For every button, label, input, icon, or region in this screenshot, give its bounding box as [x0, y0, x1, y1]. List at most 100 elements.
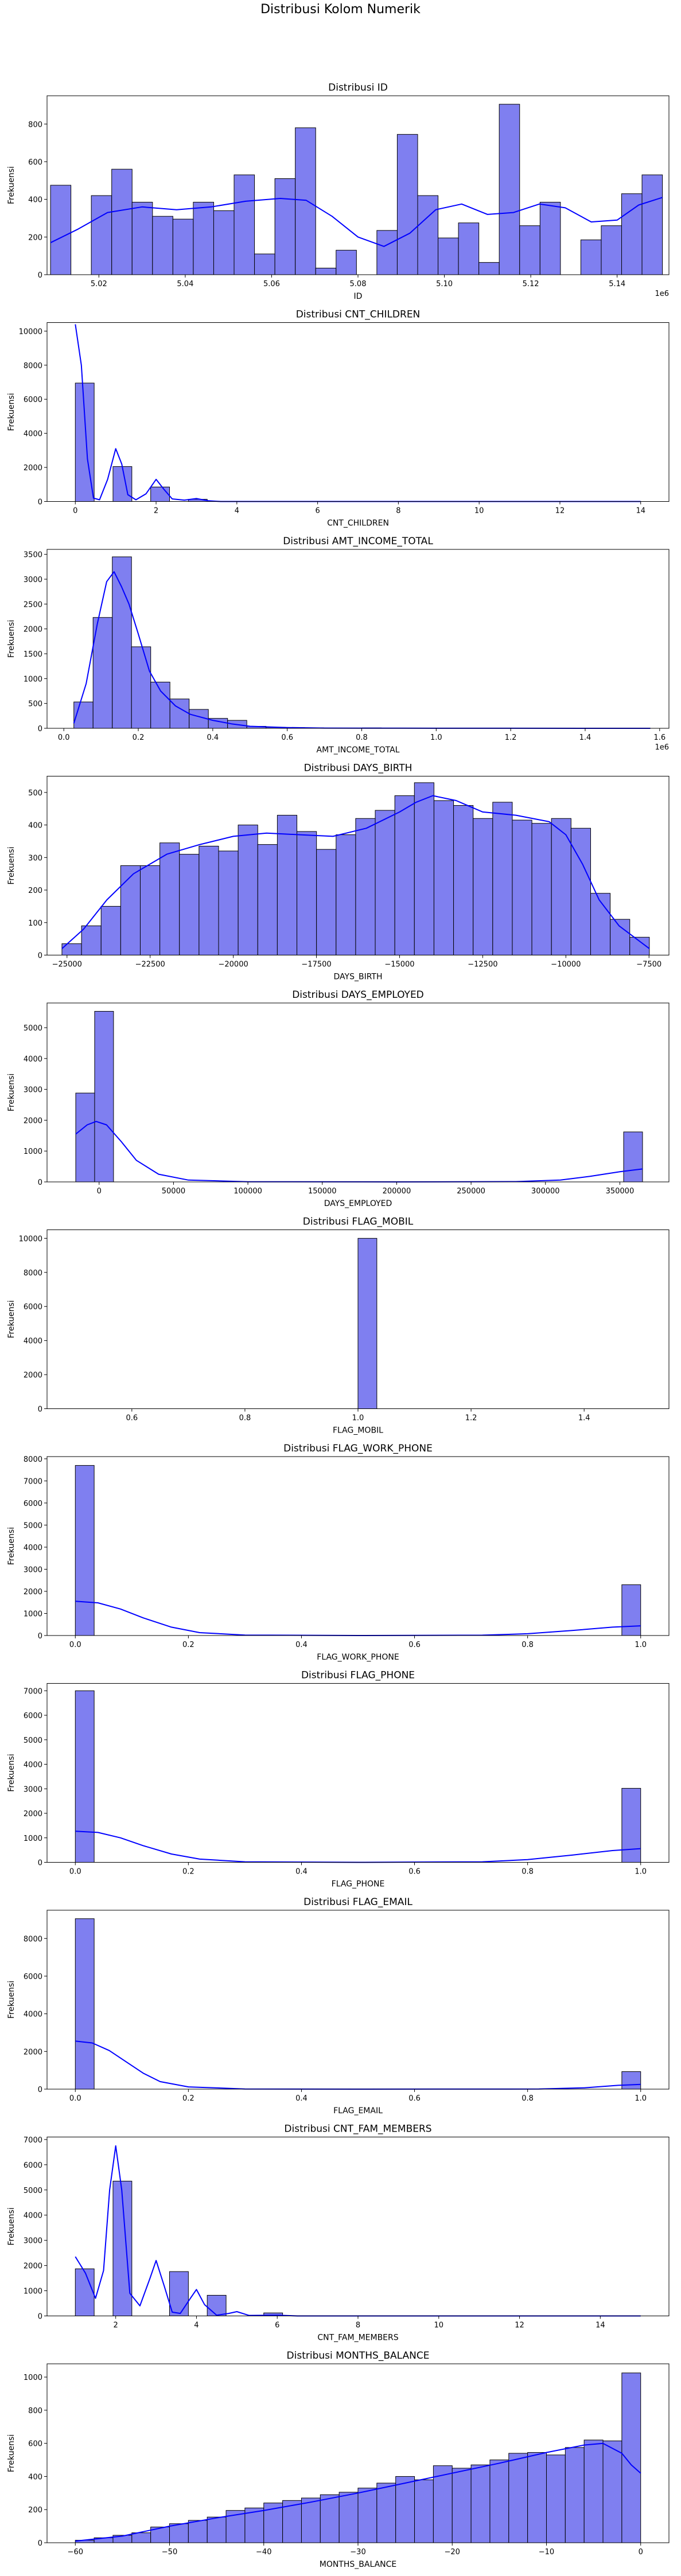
y-axis-label: Frekuensi — [7, 620, 16, 658]
histogram-bar — [473, 818, 493, 956]
histogram-bar — [621, 2071, 641, 2090]
histogram-bar — [375, 810, 395, 955]
y-tick-label: 2000 — [24, 2262, 42, 2271]
y-tick-label: 2000 — [24, 1588, 42, 1597]
histogram-bar — [315, 268, 337, 275]
histogram-bar — [320, 2494, 340, 2543]
y-tick-label: 2000 — [24, 1810, 42, 1818]
histogram-bar — [75, 1918, 95, 2090]
x-tick-label: 4 — [194, 2321, 199, 2330]
histogram-bar — [100, 905, 121, 955]
y-tick-label: 300 — [28, 854, 42, 862]
histogram-bar — [414, 2479, 434, 2543]
histogram-bar — [539, 202, 561, 275]
x-tick-label: −7500 — [636, 961, 661, 969]
y-tick-label: 10000 — [19, 1235, 42, 1243]
histogram-bar — [81, 925, 102, 955]
x-tick-label: −15000 — [384, 961, 414, 969]
x-axis-label: FLAG_MOBIL — [333, 1426, 383, 1435]
y-tick-label: 8000 — [24, 362, 42, 370]
histogram-bar — [621, 2372, 641, 2543]
y-tick-label: 3000 — [24, 1086, 42, 1095]
kde-line — [75, 2145, 641, 2317]
x-tick-label: −30 — [350, 2548, 365, 2557]
x-tick-label: 150000 — [308, 1187, 337, 1196]
y-tick-label: 0 — [38, 1406, 42, 1414]
y-tick-label: 4000 — [24, 2212, 42, 2220]
x-tick-label: 0.8 — [522, 1868, 534, 1876]
y-axis-label: Frekuensi — [7, 1981, 16, 2019]
chart-title: Distribusi CNT_FAM_MEMBERS — [284, 2124, 431, 2135]
histogram-bar — [131, 2532, 151, 2543]
histogram-bar — [489, 2460, 509, 2543]
histogram-bar — [546, 2454, 566, 2543]
y-tick-label: 6000 — [24, 1973, 42, 1981]
x-tick-label: 200000 — [383, 1187, 411, 1196]
y-tick-label: 5000 — [24, 1736, 42, 1745]
y-tick-label: 2000 — [24, 464, 42, 473]
x-tick-label: 0.6 — [281, 733, 293, 742]
chart-title: Distribusi FLAG_WORK_PHONE — [283, 1443, 433, 1454]
x-tick-label: 1.0 — [635, 1868, 647, 1876]
chart-title: Distribusi DAYS_EMPLOYED — [292, 989, 424, 1001]
y-tick-label: 400 — [28, 196, 42, 205]
y-tick-label: 6000 — [24, 1712, 42, 1720]
histogram-bar — [254, 253, 275, 275]
histogram-bar — [75, 1465, 95, 1636]
x-tick-label: 10 — [474, 507, 484, 516]
histogram-bar — [179, 854, 200, 956]
histogram-bar — [602, 2440, 622, 2543]
histogram-bar — [199, 845, 219, 955]
y-tick-label: 800 — [28, 2407, 42, 2415]
axes-frame — [46, 1910, 670, 2090]
x-axis-label: CNT_FAM_MEMBERS — [317, 2333, 398, 2343]
histogram-bar — [338, 2492, 359, 2543]
histogram-bar — [580, 239, 602, 275]
axes-frame — [46, 1683, 670, 1863]
chart-panel: Distribusi AMT_INCOME_TOTAL 0.0 0.2 0.4 0.6 0… — [7, 536, 670, 755]
histogram-bar — [583, 2440, 604, 2543]
x-tick-label: 0.8 — [239, 1414, 251, 1423]
y-tick-label: 4000 — [24, 1544, 42, 1552]
x-tick-label: 0.0 — [58, 733, 70, 742]
histogram-bar — [458, 223, 480, 275]
histogram-bar — [527, 2452, 547, 2543]
figure-title: Distribusi Kolom Numerik — [260, 2, 421, 17]
y-tick-label: 8000 — [24, 1455, 42, 1464]
axes-frame — [46, 1456, 670, 1636]
histogram-bar — [470, 2464, 491, 2543]
histogram-bar — [394, 795, 415, 955]
x-tick-label: −12500 — [468, 961, 497, 969]
x-tick-label: 1.2 — [505, 733, 517, 742]
histogram-bar — [150, 681, 170, 729]
x-axis-label: MONTHS_BALANCE — [320, 2560, 397, 2569]
y-axis-label: Frekuensi — [7, 1300, 16, 1338]
chart-title: Distribusi CNT_CHILDREN — [296, 309, 421, 321]
y-tick-label: 1500 — [24, 650, 42, 659]
x-tick-label: 2 — [114, 2321, 118, 2330]
histogram-bar — [438, 237, 459, 275]
y-tick-label: 2000 — [24, 2048, 42, 2056]
chart-title: Distribusi DAYS_BIRTH — [304, 763, 413, 774]
histogram-bar — [357, 1238, 378, 1410]
y-tick-label: 2500 — [24, 600, 42, 609]
x-tick-label: 0.4 — [295, 2094, 308, 2103]
y-tick-label: 2000 — [24, 626, 42, 634]
histogram-bar — [94, 1011, 114, 1182]
kde-line — [75, 1121, 643, 1182]
y-tick-label: 0 — [38, 725, 42, 733]
y-tick-label: 3000 — [24, 2237, 42, 2246]
histogram-bar — [623, 1131, 643, 1182]
x-tick-label: 0 — [73, 507, 77, 516]
histogram-bar — [297, 831, 317, 956]
histogram-bar — [570, 828, 591, 956]
y-tick-label: 0 — [38, 952, 42, 961]
y-tick-label: 3000 — [24, 1785, 42, 1794]
y-tick-label: 6000 — [24, 1500, 42, 1508]
histogram-bar — [172, 218, 194, 275]
x-axis-label: CNT_CHILDREN — [327, 519, 389, 528]
x-tick-label: −20000 — [218, 961, 248, 969]
x-tick-label: 5.02 — [91, 280, 107, 288]
x-tick-label: 0.8 — [522, 1641, 534, 1649]
histogram-bar — [396, 134, 418, 275]
